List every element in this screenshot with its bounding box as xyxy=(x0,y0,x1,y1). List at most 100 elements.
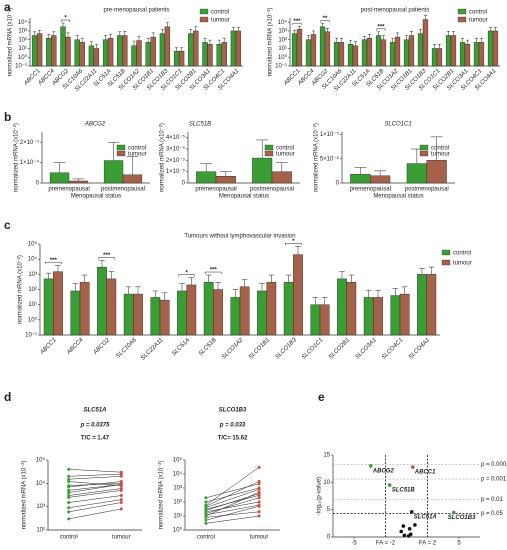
error-bar xyxy=(99,260,105,268)
error-bar xyxy=(430,136,443,161)
error-bar xyxy=(33,31,37,36)
y-tick-label: 10⁻¹ xyxy=(25,333,37,339)
error-bar xyxy=(377,31,381,36)
point xyxy=(67,479,71,483)
bar xyxy=(102,39,109,67)
panel-label: a xyxy=(4,0,11,14)
pair-line xyxy=(68,499,122,508)
bar xyxy=(60,26,66,67)
bar xyxy=(426,274,437,336)
bar xyxy=(464,44,471,67)
legend-label: tumour xyxy=(128,152,147,158)
legend-swatch xyxy=(116,150,126,157)
y-tick-label: 10³ xyxy=(36,504,45,510)
error-bar xyxy=(194,26,198,31)
point xyxy=(119,501,123,505)
error-bar xyxy=(125,286,132,295)
pair-line xyxy=(205,515,260,524)
bar xyxy=(207,44,213,67)
error-bar xyxy=(321,297,328,305)
legend-label: control xyxy=(469,10,487,16)
legend-label: tumour xyxy=(211,18,230,24)
y-tick-label: 0 xyxy=(36,181,40,187)
y-tick-label: 10¹ xyxy=(28,302,37,308)
bar xyxy=(145,42,151,67)
error-bar xyxy=(47,34,51,39)
x-tick-label: 5 xyxy=(457,541,461,547)
error-bar xyxy=(307,35,311,40)
y-tick-label: 10⁴ xyxy=(278,19,288,26)
bar xyxy=(422,19,429,67)
error-bar xyxy=(61,22,65,27)
point xyxy=(204,518,208,522)
x-tick-label: SLCO1C1 xyxy=(301,337,325,361)
pair-line xyxy=(68,502,122,513)
legend-label: tumour xyxy=(469,18,488,24)
error-bar xyxy=(126,156,139,175)
threshold-label: p = 0.01 xyxy=(481,497,504,503)
x-tick-label: -5 xyxy=(351,541,357,547)
error-bar xyxy=(312,297,319,305)
chart-title: post-menopausal patients xyxy=(361,8,430,14)
y-axis-label: normalized mRNA (x10⁻²) xyxy=(22,461,28,530)
error-bar xyxy=(405,35,409,40)
significance-label: *** xyxy=(293,19,301,25)
error-bar xyxy=(123,31,127,36)
x-tick-label: SLC51B xyxy=(198,337,218,357)
pair-line xyxy=(68,508,122,520)
bar xyxy=(390,295,401,336)
x-tick-label: ABCC1 xyxy=(39,337,58,356)
bar xyxy=(293,254,303,336)
bar xyxy=(492,30,499,67)
x-tick-label: SLCO4C1 xyxy=(381,337,405,361)
bar xyxy=(70,290,81,336)
error-bar xyxy=(107,141,120,161)
point-label: ABCG2 xyxy=(372,469,395,475)
bar xyxy=(43,278,54,336)
error-bar xyxy=(354,167,367,175)
bar xyxy=(319,26,326,67)
error-bar xyxy=(437,44,441,49)
y-tick-label: 15 xyxy=(323,453,330,459)
error-bar xyxy=(297,25,301,30)
error-bar xyxy=(52,31,56,36)
error-bar xyxy=(180,47,184,52)
point-label: SLC51B xyxy=(392,488,416,494)
bar xyxy=(150,297,161,336)
point xyxy=(402,533,407,538)
bar xyxy=(178,50,185,67)
bar xyxy=(51,35,57,67)
y-axis-label: normalized mRNA (x10⁻²) xyxy=(14,123,20,192)
point-label: ABCC1 xyxy=(414,470,436,476)
legend-label: tumour xyxy=(431,152,450,158)
y-tick-label: 10⁰ xyxy=(173,527,183,534)
point xyxy=(204,515,208,519)
bar xyxy=(436,48,443,67)
bar xyxy=(239,286,250,336)
error-bar xyxy=(152,290,159,298)
bar xyxy=(389,42,396,67)
point xyxy=(257,510,261,514)
error-bar xyxy=(232,289,239,298)
error-bar xyxy=(367,34,371,39)
chart-title: SLC51B xyxy=(189,122,211,128)
error-bar xyxy=(401,286,408,295)
point xyxy=(204,500,208,504)
point xyxy=(401,524,406,528)
error-bar xyxy=(285,274,292,283)
error-bar xyxy=(208,39,212,45)
pair-line xyxy=(68,481,122,486)
point xyxy=(67,506,71,510)
y-tick-label: 10⁰ xyxy=(18,54,28,61)
x-tick-label: premenopausal xyxy=(350,187,391,193)
error-bar xyxy=(222,37,226,43)
bar xyxy=(324,31,331,67)
error-bar xyxy=(335,37,339,43)
error-bar xyxy=(146,37,150,43)
pair-line xyxy=(68,476,122,480)
point xyxy=(257,500,261,504)
bar xyxy=(426,159,447,184)
bar xyxy=(79,282,90,336)
legend-swatch xyxy=(419,144,429,151)
